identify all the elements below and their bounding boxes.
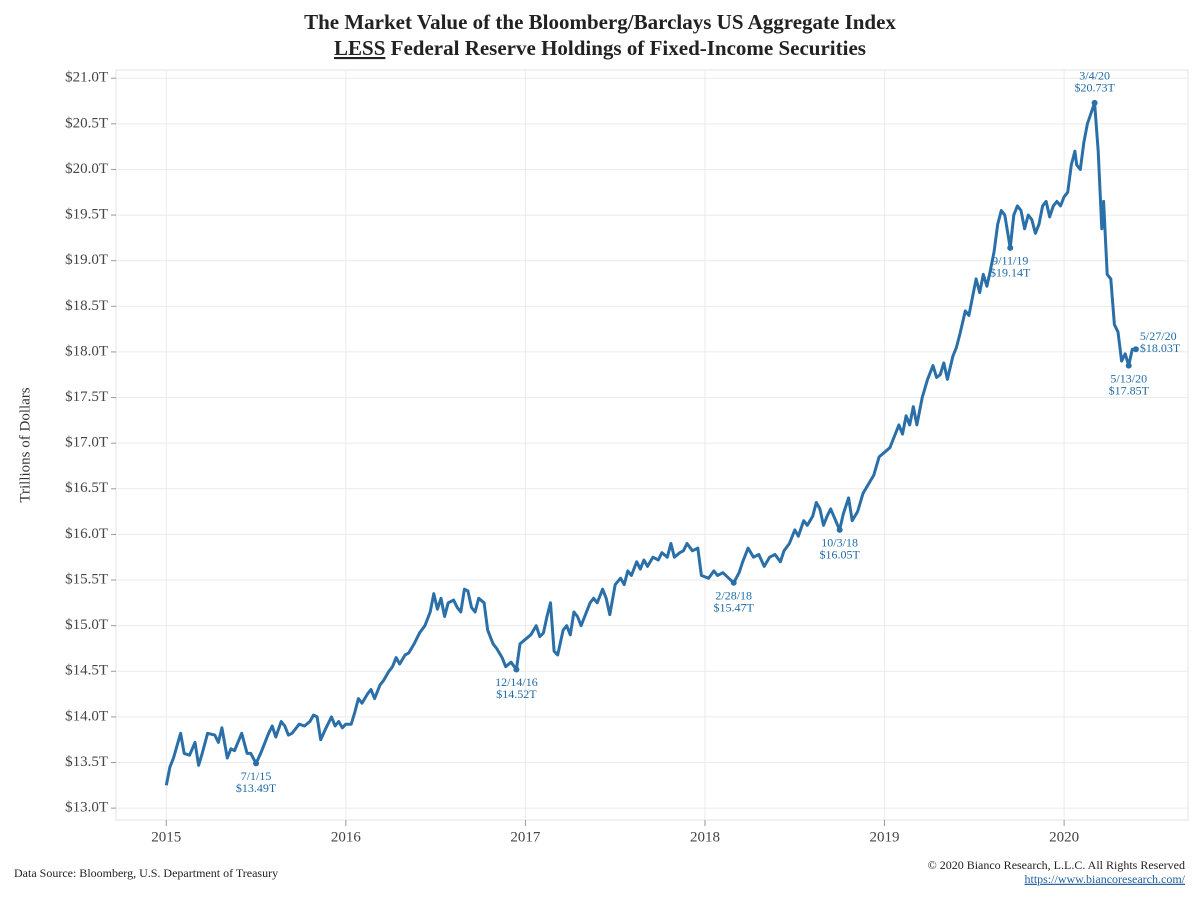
copyright: © 2020 Bianco Research, L.L.C. All Right… — [928, 858, 1185, 872]
x-tick-label: 2017 — [510, 829, 541, 845]
annotation-point — [730, 579, 737, 586]
y-tick-label: $19.0T — [65, 252, 108, 268]
y-tick-label: $14.0T — [65, 708, 108, 724]
y-tick-label: $16.0T — [65, 526, 108, 542]
data-line — [164, 101, 1136, 786]
y-tick-label: $15.5T — [65, 571, 108, 587]
annotation-value: $17.85T — [1109, 383, 1150, 397]
annotation-date: 3/4/20 — [1079, 69, 1110, 83]
y-tick-label: $20.5T — [65, 115, 108, 131]
annotation-date: 12/14/16 — [495, 675, 538, 689]
x-tick-label: 2020 — [1049, 829, 1079, 845]
annotation-date: 9/11/19 — [992, 254, 1028, 268]
x-tick-label: 2016 — [331, 829, 362, 845]
annotation-point — [1007, 244, 1014, 251]
annotation-point — [513, 666, 520, 673]
y-tick-label: $19.5T — [65, 207, 108, 223]
y-tick-label: $18.0T — [65, 343, 108, 359]
subtitle-rest: Federal Reserve Holdings of Fixed-Income… — [391, 36, 866, 60]
annotation-point — [1125, 362, 1132, 369]
subtitle-emphasis: LESS — [334, 36, 385, 60]
annotation-point — [836, 526, 843, 533]
source-note: Data Source: Bloomberg, U.S. Department … — [14, 866, 278, 880]
annotation-date: 5/13/20 — [1110, 371, 1147, 385]
y-tick-label: $15.0T — [65, 617, 108, 633]
annotation-value: $20.73T — [1074, 81, 1115, 95]
website-link[interactable]: https://www.biancoresearch.com/ — [1024, 872, 1185, 886]
y-axis-title: Trillions of Dollars — [17, 387, 33, 502]
y-tick-label: $17.5T — [65, 389, 108, 405]
y-tick-label: $20.0T — [65, 161, 108, 177]
annotation-value: $13.49T — [236, 781, 277, 795]
annotation-point — [253, 760, 260, 767]
y-tick-label: $21.0T — [65, 70, 108, 86]
annotation-value: $18.03T — [1140, 341, 1181, 355]
x-tick-label: 2018 — [690, 829, 720, 845]
y-tick-label: $13.0T — [65, 800, 108, 816]
x-tick-label: 2015 — [151, 829, 181, 845]
plot-area — [115, 69, 1189, 821]
y-tick-label: $13.5T — [65, 754, 108, 770]
annotation-date: 10/3/18 — [821, 536, 858, 550]
annotation-date: 2/28/18 — [715, 589, 752, 603]
annotation-value: $19.14T — [990, 266, 1031, 280]
x-tick-label: 2019 — [870, 829, 900, 845]
y-tick-label: $14.5T — [65, 663, 108, 679]
y-tick-label: $17.0T — [65, 435, 108, 451]
annotation-value: $15.47T — [714, 601, 755, 615]
annotation-point — [1132, 346, 1139, 353]
annotation-date: 7/1/15 — [241, 769, 272, 783]
y-tick-label: $16.5T — [65, 480, 108, 496]
annotation-point — [1091, 99, 1098, 106]
chart-title: The Market Value of the Bloomberg/Barcla… — [304, 10, 896, 34]
y-tick-label: $18.5T — [65, 298, 108, 314]
annotation-value: $14.52T — [496, 687, 537, 701]
chart-subtitle: LESS Federal Reserve Holdings of Fixed-I… — [334, 36, 866, 60]
annotation-value: $16.05T — [819, 548, 860, 562]
annotation-date: 5/27/20 — [1140, 329, 1177, 343]
